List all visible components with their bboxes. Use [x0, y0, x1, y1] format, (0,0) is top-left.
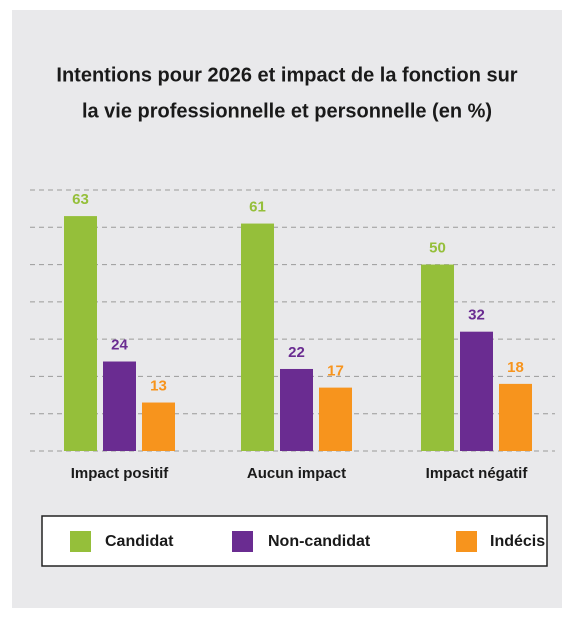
legend-swatch [70, 531, 91, 552]
legend-swatch [456, 531, 477, 552]
legend-label: Indécis [490, 533, 545, 550]
value-label: 63 [72, 191, 89, 208]
value-label: 24 [111, 336, 128, 353]
bar [241, 223, 274, 451]
bar [103, 361, 136, 451]
value-label: 22 [288, 344, 305, 361]
chart-title: la vie professionnelle et personnelle (e… [82, 100, 492, 122]
panel [12, 10, 562, 608]
bar [499, 383, 532, 451]
bar [142, 402, 175, 451]
legend-label: Candidat [105, 533, 174, 550]
chart-title: Intentions pour 2026 et impact de la fon… [56, 64, 517, 86]
x-tick-label: Aucun impact [247, 465, 346, 482]
value-label: 61 [249, 199, 266, 216]
legend-label: Non-candidat [268, 533, 371, 550]
bar [64, 216, 97, 451]
bar [280, 368, 313, 451]
value-label: 32 [468, 307, 485, 324]
legend-swatch [232, 531, 253, 552]
value-label: 17 [327, 363, 344, 380]
bar [421, 264, 454, 451]
bar [460, 331, 493, 451]
value-label: 18 [507, 359, 524, 376]
x-tick-label: Impact négatif [426, 465, 529, 482]
value-label: 13 [150, 377, 167, 394]
value-label: 50 [429, 240, 446, 257]
bar [319, 387, 352, 451]
x-tick-label: Impact positif [71, 465, 170, 482]
